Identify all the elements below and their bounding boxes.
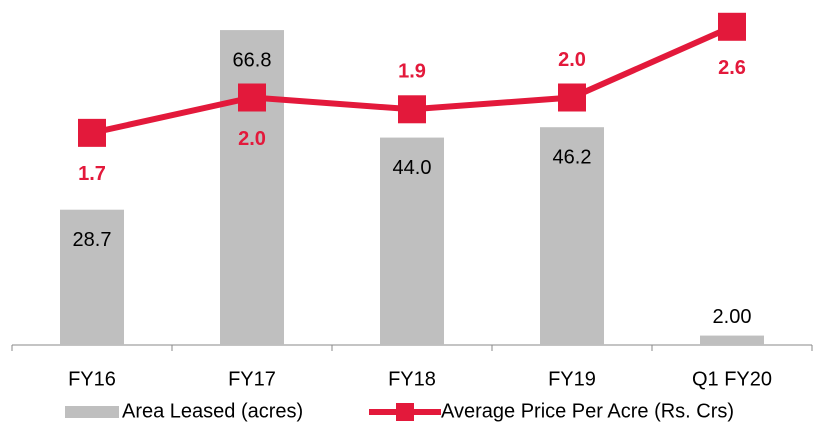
legend-marker [396, 403, 414, 421]
line-label: 2.6 [718, 57, 746, 79]
x-tick-label: FY17 [228, 368, 276, 390]
x-tick-label: FY18 [388, 368, 436, 390]
bar [220, 30, 284, 345]
bar-label: 44.0 [393, 157, 432, 179]
bar-label: 2.00 [713, 306, 752, 328]
line-marker [558, 83, 586, 112]
line-label: 2.0 [238, 128, 266, 150]
line-label: 1.9 [398, 61, 426, 83]
x-tick-label: FY19 [548, 368, 596, 390]
line-marker [718, 12, 746, 41]
legend-label: Average Price Per Acre (Rs. Crs) [441, 400, 734, 422]
x-tick-label: FY16 [68, 368, 116, 390]
legend-swatch [65, 406, 119, 418]
line-marker [78, 118, 106, 147]
bar [540, 127, 604, 345]
line-marker [398, 95, 426, 124]
bar-label: 28.7 [73, 229, 112, 251]
legend-label: Area Leased (acres) [122, 400, 303, 422]
x-tick-label: Q1 FY20 [692, 368, 772, 390]
bar [60, 209, 124, 345]
line-label: 1.7 [78, 163, 106, 185]
line-marker [238, 83, 266, 112]
bar [380, 137, 444, 345]
line-label: 2.0 [558, 49, 586, 71]
bar-label: 46.2 [553, 146, 592, 168]
bar [700, 335, 764, 345]
bar-label: 66.8 [233, 49, 272, 71]
